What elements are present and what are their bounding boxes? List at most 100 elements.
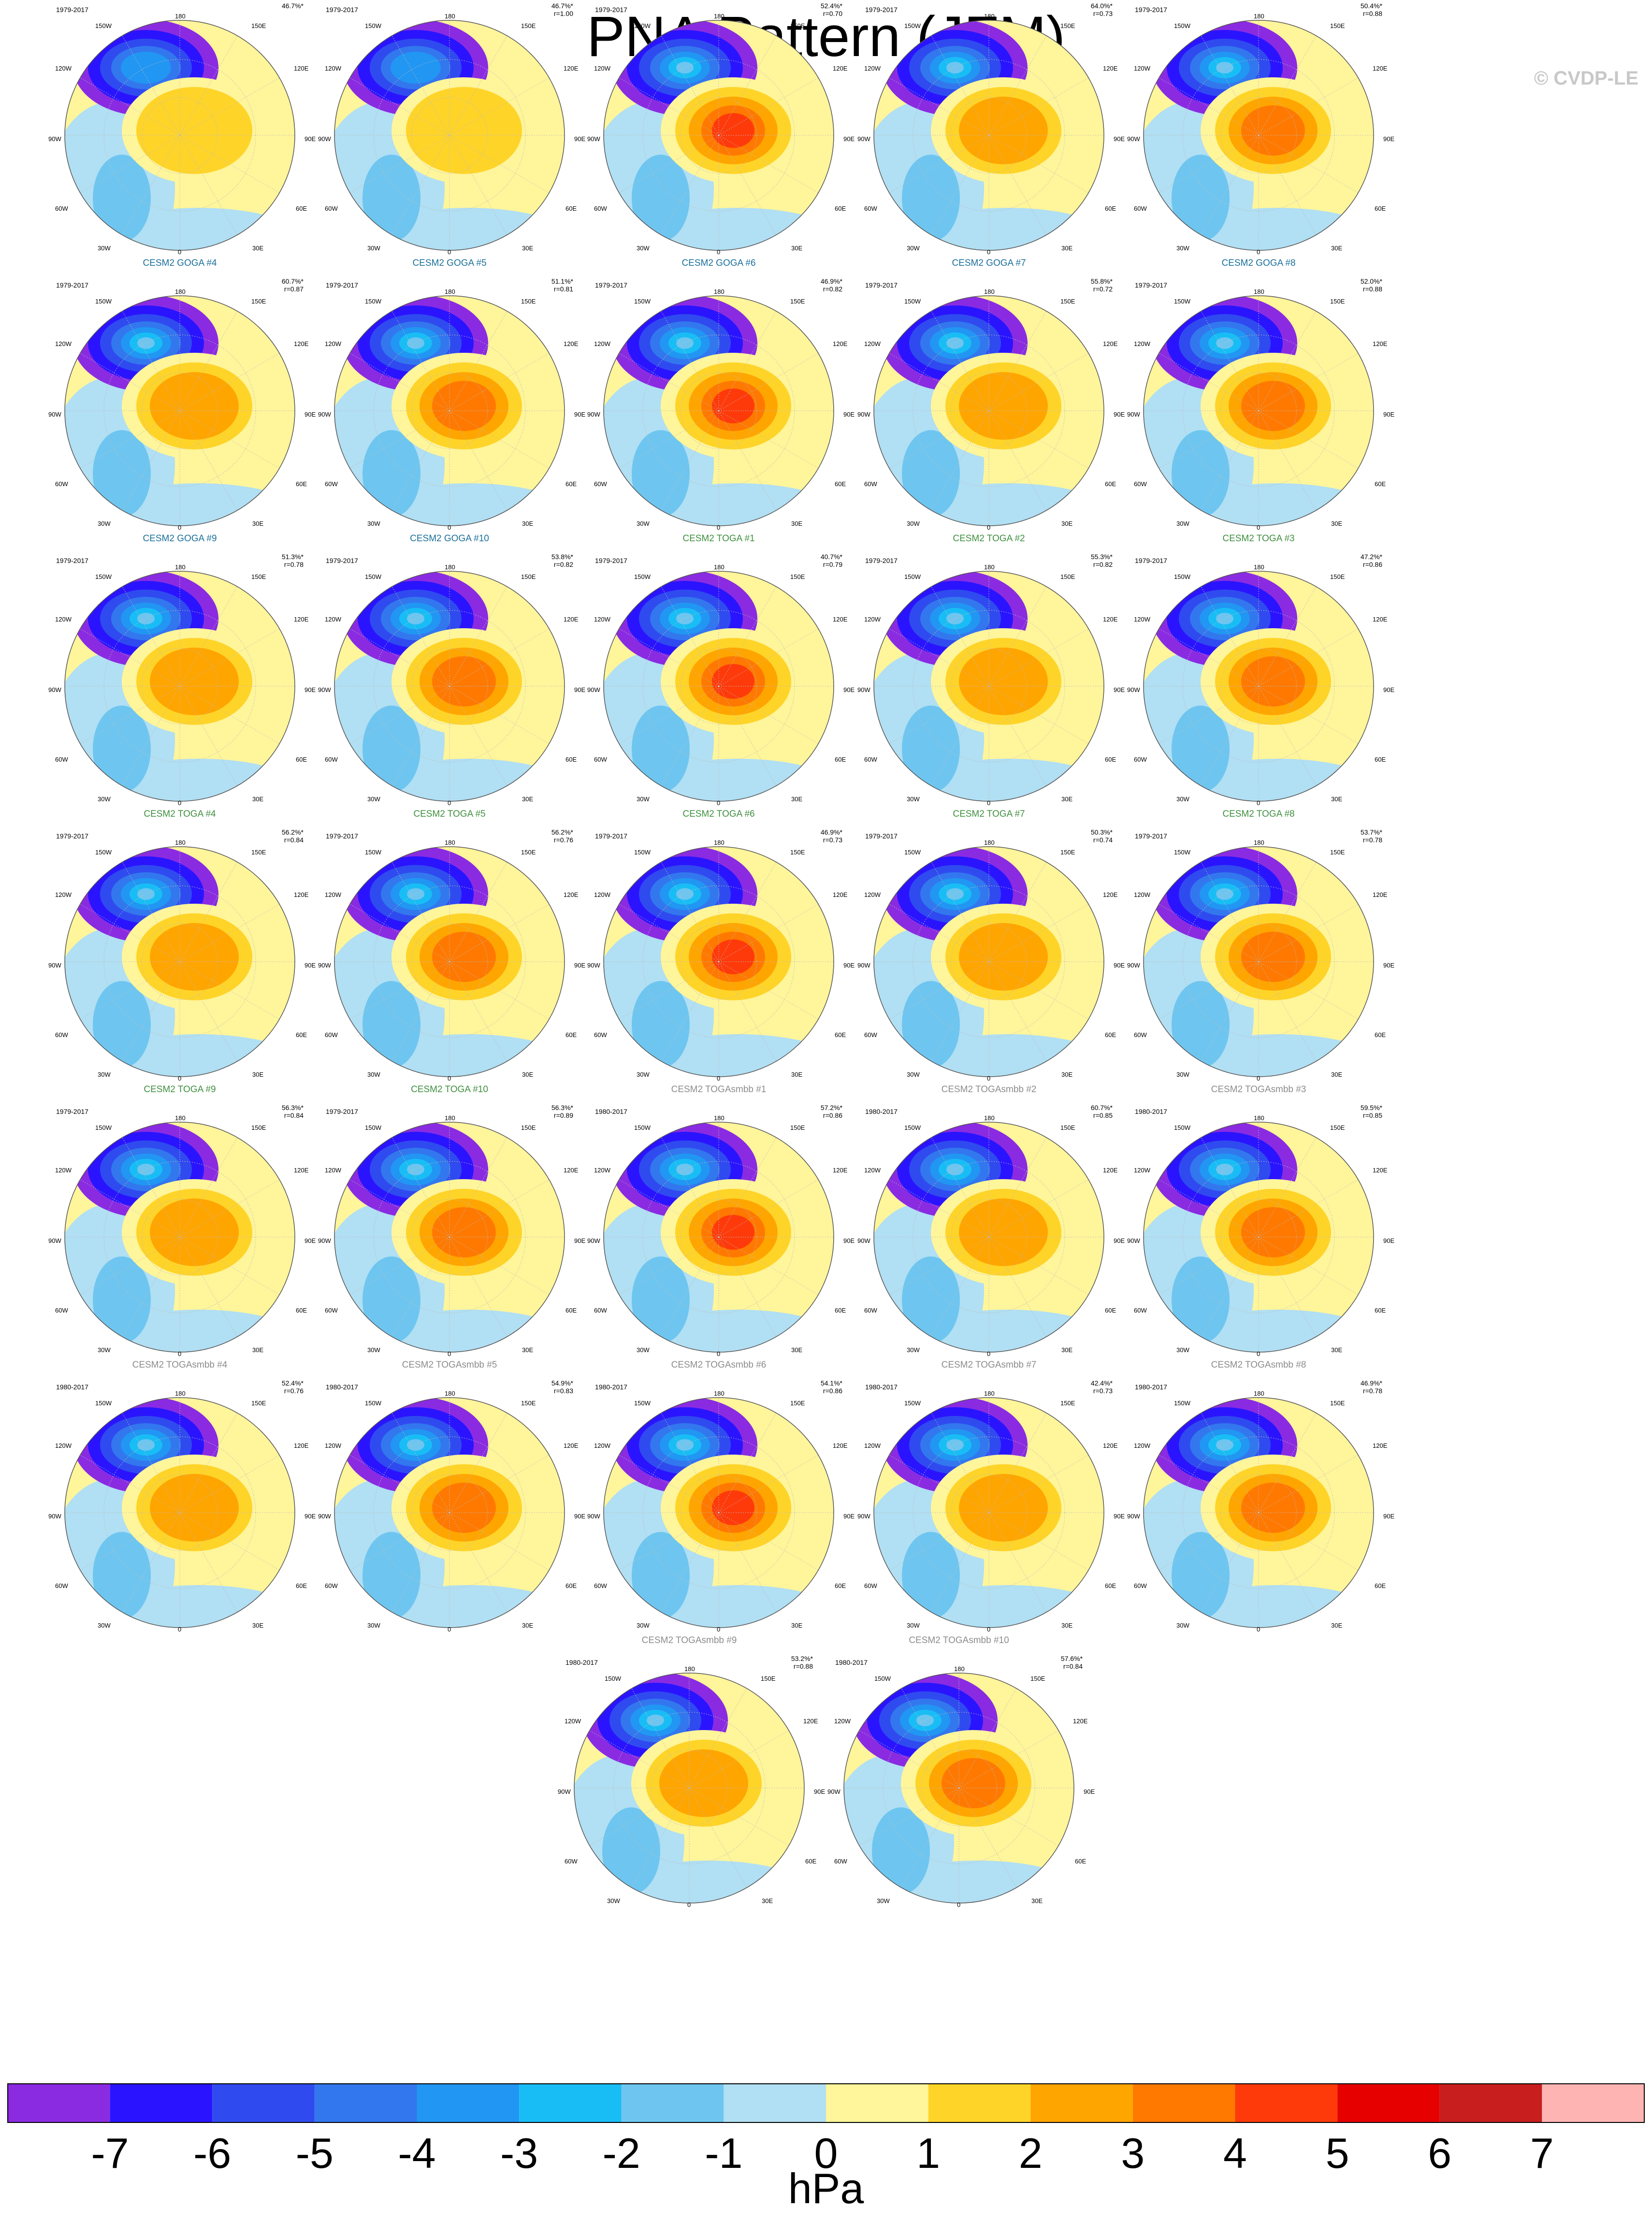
longitude-label: 90E	[304, 962, 316, 969]
panel-correlation: r=0.89	[553, 1111, 573, 1119]
longitude-label: 30E	[762, 1897, 773, 1905]
panel-period: 1979-2017	[326, 557, 358, 564]
longitude-label: 150W	[365, 298, 381, 305]
longitude-label: 120W	[55, 616, 72, 623]
colorbar-tick-label: -1	[705, 2129, 743, 2177]
longitude-label: 60E	[1375, 205, 1386, 212]
longitude-label: 60W	[864, 1031, 877, 1039]
longitude-label: 0	[448, 799, 451, 807]
polar-map	[334, 295, 565, 526]
panel-correlation: r=0.82	[1093, 561, 1113, 568]
polar-map	[603, 1122, 834, 1353]
longitude-label: 30W	[907, 1622, 920, 1629]
longitude-label: 60W	[1134, 1307, 1147, 1314]
longitude-label: 90W	[318, 962, 331, 969]
longitude-label: 60W	[864, 756, 877, 763]
longitude-label: 30E	[1331, 1622, 1343, 1629]
colorbar-tick-label: 2	[1018, 2129, 1043, 2177]
longitude-label: 90W	[1127, 1237, 1140, 1244]
longitude-label: 0	[987, 248, 991, 256]
longitude-label: 90E	[1114, 1513, 1125, 1520]
panel-title: CESM2 GOGA #10	[410, 534, 489, 544]
colorbar-swatch	[212, 2084, 315, 2122]
longitude-label: 150W	[365, 1400, 381, 1407]
longitude-label: 60E	[296, 1582, 307, 1589]
panel-period: 1980-2017	[835, 1659, 868, 1666]
longitude-label: 150E	[1330, 849, 1345, 856]
longitude-label: 180	[445, 288, 455, 295]
longitude-label: 30W	[907, 1346, 920, 1354]
longitude-label: 180	[714, 563, 725, 571]
polar-map	[64, 571, 295, 802]
longitude-label: 120W	[55, 65, 72, 72]
polar-map	[334, 846, 565, 1077]
longitude-label: 180	[445, 1114, 455, 1122]
longitude-label: 0	[448, 248, 451, 256]
map-panel: CESM2 GOGA #4 1979-2017 60.7%* r=0.87 180 150…	[44, 258, 316, 531]
longitude-label: 90W	[1127, 1513, 1140, 1520]
longitude-label: 90W	[1127, 962, 1140, 969]
longitude-label: 180	[1254, 839, 1264, 846]
longitude-label: 0	[448, 1626, 451, 1633]
longitude-label: 30W	[1176, 1622, 1189, 1629]
longitude-label: 120E	[803, 1717, 818, 1725]
longitude-label: 150E	[790, 22, 805, 29]
longitude-label: 150W	[904, 849, 921, 856]
colorbar-swatch	[519, 2084, 622, 2122]
longitude-label: 120W	[594, 891, 610, 898]
longitude-label: 30E	[791, 1071, 803, 1078]
longitude-label: 90W	[857, 135, 870, 143]
panel-variance: 47.2%*	[1360, 553, 1382, 561]
longitude-label: 180	[1254, 1390, 1264, 1397]
longitude-label: 180	[714, 288, 725, 295]
longitude-label: 90W	[48, 1237, 61, 1244]
longitude-label: 30E	[1331, 520, 1343, 527]
longitude-label: 180	[984, 839, 995, 846]
longitude-label: 60E	[1375, 1031, 1386, 1039]
map-panel: CESM2 TOGAsmbb #7 1980-2017 42.4%* r=0.73 18…	[854, 1360, 1125, 1633]
longitude-label: 180	[175, 1114, 186, 1122]
polar-map	[873, 846, 1104, 1077]
panel-title: CESM2 GOGA #8	[1221, 258, 1296, 268]
longitude-label: 120W	[864, 1167, 881, 1174]
panel-title: CESM2 TOGA #1	[682, 534, 755, 544]
longitude-label: 150E	[790, 1124, 805, 1131]
longitude-label: 180	[175, 13, 186, 20]
panel-title: CESM2 TOGA #9	[144, 1084, 216, 1095]
longitude-label: 30E	[1331, 1346, 1343, 1354]
longitude-label: 150W	[634, 22, 651, 29]
longitude-label: 90W	[48, 1513, 61, 1520]
panel-correlation: r=0.84	[284, 836, 304, 844]
longitude-label: 60W	[325, 205, 338, 212]
longitude-label: 120W	[864, 340, 881, 347]
polar-map	[64, 1397, 295, 1628]
panel-variance: 56.2%*	[281, 828, 304, 836]
map-panel: CESM2 TOGA #2 1979-2017 55.3%* r=0.82 180 150…	[854, 534, 1125, 807]
longitude-label: 30E	[791, 1622, 803, 1629]
longitude-label: 60W	[325, 756, 338, 763]
longitude-label: 120W	[55, 340, 72, 347]
longitude-label: 150W	[1174, 1400, 1190, 1407]
polar-map	[873, 1397, 1104, 1628]
panel-correlation: r=0.82	[553, 561, 573, 568]
longitude-label: 30W	[367, 520, 380, 527]
longitude-label: 180	[445, 1390, 455, 1397]
polar-map	[64, 1122, 295, 1353]
longitude-label: 0	[957, 1901, 961, 1908]
longitude-label: 150W	[365, 1124, 381, 1131]
longitude-label: 0	[987, 1350, 991, 1357]
longitude-label: 30W	[367, 1346, 380, 1354]
colorbar-swatch	[1235, 2084, 1338, 2122]
longitude-label: 120W	[565, 1717, 581, 1725]
colorbar-tick-label: 5	[1325, 2129, 1349, 2177]
longitude-label: 90W	[857, 411, 870, 418]
longitude-label: 0	[178, 524, 182, 531]
polar-map	[873, 295, 1104, 526]
panel-correlation: r=0.72	[1093, 285, 1113, 293]
panel-correlation: r=0.70	[823, 10, 842, 17]
longitude-label: 60W	[594, 205, 607, 212]
longitude-label: 60E	[1105, 205, 1116, 212]
panel-period: 1979-2017	[865, 281, 898, 289]
polar-map	[603, 1397, 834, 1628]
longitude-label: 30W	[1176, 795, 1189, 803]
